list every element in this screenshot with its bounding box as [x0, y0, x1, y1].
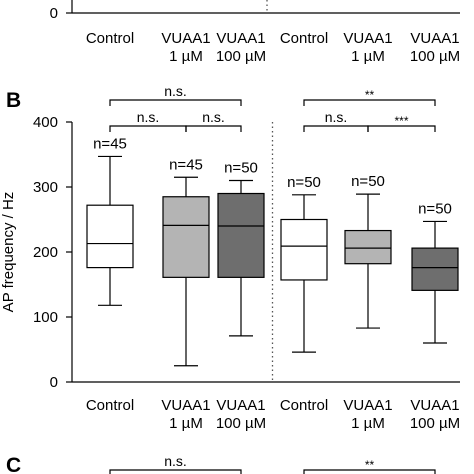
significance-label: n.s. — [164, 83, 187, 99]
box-1 — [86, 155, 134, 306]
iqr-box — [411, 247, 459, 291]
y-tick-label: 300 — [33, 179, 58, 196]
box-5 — [344, 193, 392, 329]
bracket-line — [303, 99, 436, 106]
significance-label: n.s. — [202, 109, 225, 125]
x-label-line1: VUAA1 — [216, 397, 265, 414]
x-label-line1: VUAA1 — [343, 397, 392, 414]
x-label-line2: 100 µM — [216, 415, 266, 432]
box-2 — [162, 176, 210, 367]
n-count-label: n=50 — [287, 174, 321, 191]
top-label-line1: VUAA1 — [410, 30, 459, 47]
bracket-line — [303, 469, 436, 474]
y-tick-label: 0 — [50, 374, 58, 391]
n-count-label: n=50 — [351, 173, 385, 190]
n-count-label: n=45 — [169, 156, 203, 173]
iqr-box — [280, 218, 328, 281]
y-axis-label: AP frequency / Hz — [0, 192, 17, 313]
significance-label: n.s. — [137, 109, 160, 125]
significance-label: *** — [394, 114, 408, 128]
iqr-box — [86, 204, 134, 269]
significance-label: n.s. — [164, 453, 187, 469]
bracket-line — [109, 99, 242, 106]
x-category-label: Control — [280, 397, 328, 414]
panel-label-b: B — [6, 89, 21, 112]
y-tick-label: 100 — [33, 309, 58, 326]
box-3 — [217, 179, 265, 337]
panel-c-bracket: n.s. — [109, 453, 242, 474]
top-label-line1: VUAA1 — [161, 30, 210, 47]
x-label-line1: VUAA1 — [410, 397, 459, 414]
x-label-line2: 100 µM — [410, 415, 460, 432]
panel-c-bracket: ** — [303, 458, 436, 474]
significance-label: ** — [365, 88, 375, 102]
x-label-line1: Control — [280, 397, 328, 414]
x-label-line2: 1 µM — [169, 415, 203, 432]
top-label-line1: VUAA1 — [216, 30, 265, 47]
top-label-line2: 100 µM — [216, 48, 266, 65]
top-category-label: Control — [280, 30, 328, 47]
iqr-box — [162, 196, 210, 278]
bracket-line — [109, 469, 242, 474]
n-count-label: n=50 — [224, 160, 258, 177]
next-panel-strip: n.s. ** — [109, 453, 436, 474]
panel-label-c: C — [6, 454, 21, 474]
top-label-line1: VUAA1 — [343, 30, 392, 47]
x-label-line1: Control — [86, 397, 134, 414]
iqr-box — [217, 192, 265, 278]
top-label-line2: 1 µM — [351, 48, 385, 65]
significance-bracket: n.s. — [303, 109, 369, 132]
x-label-line2: 1 µM — [351, 415, 385, 432]
significance-bracket: n.s. — [109, 109, 187, 132]
top-label-line1: Control — [86, 30, 134, 47]
top-label-line1: Control — [280, 30, 328, 47]
significance-bracket: *** — [367, 114, 436, 132]
x-category-label: Control — [86, 397, 134, 414]
bracket-line — [367, 125, 436, 132]
box-6 — [411, 220, 459, 344]
top-label-line2: 100 µM — [410, 48, 460, 65]
y-tick-label: 400 — [33, 114, 58, 131]
iqr-box — [344, 229, 392, 265]
top-category-label: Control — [86, 30, 134, 47]
significance-label: ** — [365, 458, 375, 472]
x-label-line1: VUAA1 — [161, 397, 210, 414]
n-count-label: n=45 — [93, 135, 127, 152]
bracket-line — [303, 125, 369, 132]
n-count-label: n=50 — [418, 200, 452, 217]
box-4 — [280, 194, 328, 353]
significance-bracket: ** — [303, 88, 436, 106]
y-tick-label: 200 — [33, 244, 58, 261]
bracket-line — [185, 125, 242, 132]
significance-bracket: n.s. — [185, 109, 242, 132]
significance-bracket: n.s. — [109, 83, 242, 106]
bracket-line — [109, 125, 187, 132]
top-label-line2: 1 µM — [169, 48, 203, 65]
significance-label: n.s. — [325, 109, 348, 125]
top-y-tick-label: 0 — [50, 5, 58, 22]
